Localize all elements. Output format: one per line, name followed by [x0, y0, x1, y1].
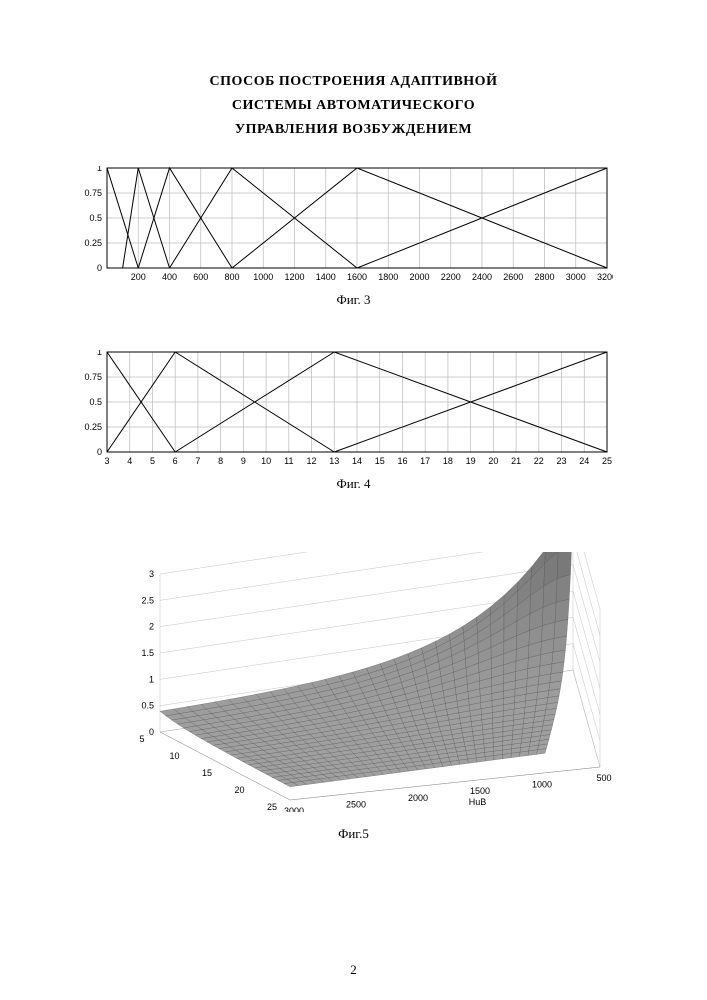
svg-text:10: 10 [261, 456, 271, 466]
svg-text:18: 18 [443, 456, 453, 466]
svg-text:14: 14 [352, 456, 362, 466]
svg-text:9: 9 [241, 456, 246, 466]
svg-text:0.75: 0.75 [84, 188, 102, 198]
svg-text:500: 500 [596, 773, 611, 783]
svg-text:0.75: 0.75 [84, 372, 102, 382]
svg-text:1600: 1600 [347, 272, 367, 282]
svg-text:11: 11 [284, 456, 293, 466]
svg-text:12: 12 [307, 456, 317, 466]
svg-text:3000: 3000 [284, 806, 304, 812]
svg-text:1500: 1500 [470, 787, 490, 797]
svg-text:0: 0 [97, 447, 102, 457]
svg-text:1200: 1200 [284, 272, 304, 282]
svg-text:1: 1 [149, 675, 154, 685]
page-number: 2 [0, 962, 707, 978]
svg-text:20: 20 [488, 456, 498, 466]
svg-text:8: 8 [218, 456, 223, 466]
svg-text:600: 600 [193, 272, 208, 282]
svg-text:HuB: HuB [469, 797, 487, 807]
svg-text:2200: 2200 [441, 272, 461, 282]
fig5-surface: 00.511.522.53510152025Tj5001000150020002… [75, 552, 635, 812]
svg-text:2000: 2000 [408, 793, 428, 803]
svg-text:1400: 1400 [316, 272, 336, 282]
svg-text:19: 19 [466, 456, 476, 466]
fig3-caption: Фиг. 3 [75, 292, 632, 308]
svg-text:3: 3 [104, 456, 109, 466]
svg-text:25: 25 [267, 802, 277, 812]
svg-text:6: 6 [173, 456, 178, 466]
svg-text:0: 0 [149, 727, 154, 737]
svg-text:17: 17 [420, 456, 430, 466]
svg-text:21: 21 [511, 456, 521, 466]
svg-text:2000: 2000 [409, 272, 429, 282]
svg-text:0.25: 0.25 [84, 422, 102, 432]
svg-text:15: 15 [375, 456, 385, 466]
svg-text:3200: 3200 [597, 272, 613, 282]
svg-text:0.5: 0.5 [89, 213, 102, 223]
figure-4: 00.250.50.751345678910111213141516171819… [75, 350, 632, 492]
figure-5: 00.511.522.53510152025Tj5001000150020002… [75, 552, 632, 842]
figure-3: 00.250.50.751200400600800100012001400160… [75, 166, 632, 308]
svg-text:1: 1 [97, 350, 102, 357]
svg-text:0.5: 0.5 [89, 397, 102, 407]
svg-text:400: 400 [162, 272, 177, 282]
svg-text:0.25: 0.25 [84, 238, 102, 248]
fig3-chart: 00.250.50.751200400600800100012001400160… [75, 166, 613, 286]
svg-text:2800: 2800 [534, 272, 554, 282]
svg-text:200: 200 [131, 272, 146, 282]
svg-text:1000: 1000 [253, 272, 273, 282]
svg-text:2500: 2500 [346, 800, 366, 810]
svg-text:25: 25 [602, 456, 612, 466]
svg-text:0.5: 0.5 [141, 701, 154, 711]
svg-text:2.5: 2.5 [141, 596, 154, 606]
svg-text:22: 22 [534, 456, 544, 466]
svg-text:3: 3 [149, 569, 154, 579]
svg-text:24: 24 [579, 456, 589, 466]
svg-text:2: 2 [149, 622, 154, 632]
svg-text:1000: 1000 [532, 780, 552, 790]
svg-text:3000: 3000 [566, 272, 586, 282]
svg-text:23: 23 [557, 456, 567, 466]
svg-text:4: 4 [127, 456, 132, 466]
fig4-chart: 00.250.50.751345678910111213141516171819… [75, 350, 613, 470]
svg-text:2400: 2400 [472, 272, 492, 282]
svg-text:1.5: 1.5 [141, 648, 154, 658]
document-title: СПОСОБ ПОСТРОЕНИЯ АДАПТИВНОЙ СИСТЕМЫ АВТ… [50, 70, 657, 141]
svg-text:800: 800 [224, 272, 239, 282]
title-line-3: УПРАВЛЕНИЯ ВОЗБУЖДЕНИЕМ [50, 118, 657, 142]
title-line-2: СИСТЕМЫ АВТОМАТИЧЕСКОГО [50, 94, 657, 118]
svg-text:2600: 2600 [503, 272, 523, 282]
svg-text:13: 13 [329, 456, 339, 466]
fig4-caption: Фиг. 4 [75, 476, 632, 492]
svg-text:1800: 1800 [378, 272, 398, 282]
svg-text:15: 15 [202, 768, 212, 778]
fig5-caption: Фиг.5 [75, 826, 632, 842]
svg-text:20: 20 [234, 785, 244, 795]
title-line-1: СПОСОБ ПОСТРОЕНИЯ АДАПТИВНОЙ [50, 70, 657, 94]
svg-text:1: 1 [97, 166, 102, 173]
svg-text:5: 5 [139, 734, 144, 744]
svg-text:5: 5 [150, 456, 155, 466]
svg-text:0: 0 [97, 263, 102, 273]
svg-text:7: 7 [195, 456, 200, 466]
svg-text:16: 16 [397, 456, 407, 466]
svg-text:10: 10 [169, 751, 179, 761]
